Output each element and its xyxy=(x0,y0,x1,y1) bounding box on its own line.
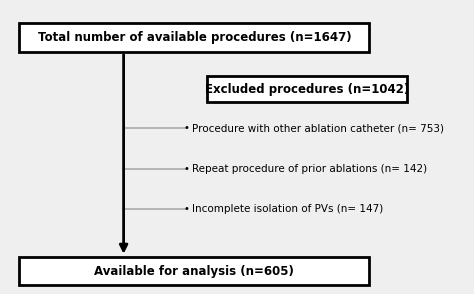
FancyBboxPatch shape xyxy=(19,23,369,52)
Text: •: • xyxy=(183,164,189,174)
Text: Excluded procedures (n=1042): Excluded procedures (n=1042) xyxy=(205,83,409,96)
FancyBboxPatch shape xyxy=(207,76,407,102)
Text: Total number of available procedures (n=1647): Total number of available procedures (n=… xyxy=(37,31,351,44)
Text: •: • xyxy=(183,123,189,133)
Text: Repeat procedure of prior ablations (n= 142): Repeat procedure of prior ablations (n= … xyxy=(192,164,428,174)
Text: Procedure with other ablation catheter (n= 753): Procedure with other ablation catheter (… xyxy=(192,123,444,133)
Text: Available for analysis (n=605): Available for analysis (n=605) xyxy=(94,265,294,278)
Text: •: • xyxy=(183,204,189,214)
Text: Incomplete isolation of PVs (n= 147): Incomplete isolation of PVs (n= 147) xyxy=(192,204,383,214)
FancyBboxPatch shape xyxy=(19,257,369,285)
